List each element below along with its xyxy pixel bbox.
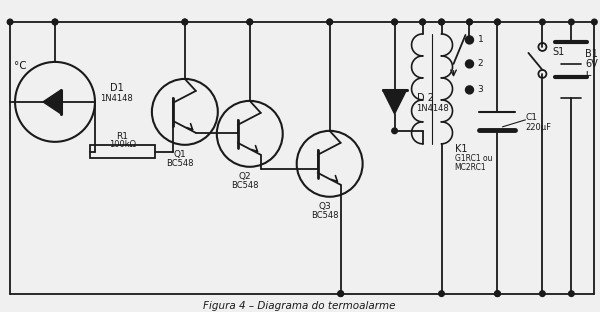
Circle shape xyxy=(467,19,472,25)
Text: 1N4148: 1N4148 xyxy=(101,94,133,103)
Circle shape xyxy=(539,291,545,296)
Text: BC548: BC548 xyxy=(231,181,259,190)
Circle shape xyxy=(327,19,332,25)
Text: R1: R1 xyxy=(116,132,128,141)
Polygon shape xyxy=(383,90,407,114)
Circle shape xyxy=(569,291,574,296)
Text: 1: 1 xyxy=(478,36,483,44)
Circle shape xyxy=(392,19,397,25)
Text: 3: 3 xyxy=(478,85,483,95)
Text: Q1: Q1 xyxy=(173,150,186,159)
Text: B1: B1 xyxy=(586,49,598,59)
Circle shape xyxy=(494,19,500,25)
Bar xyxy=(90,145,155,158)
Circle shape xyxy=(182,19,188,25)
Text: °C: °C xyxy=(14,61,26,71)
Circle shape xyxy=(420,19,425,25)
Text: Figura 4 – Diagrama do termoalarme: Figura 4 – Diagrama do termoalarme xyxy=(203,301,396,311)
Text: 2: 2 xyxy=(478,59,483,68)
Text: S1: S1 xyxy=(553,47,565,57)
Text: 220μF: 220μF xyxy=(526,123,551,132)
Text: D1: D1 xyxy=(110,83,124,93)
Circle shape xyxy=(439,19,445,25)
Circle shape xyxy=(466,36,473,44)
Circle shape xyxy=(327,19,332,25)
Circle shape xyxy=(494,291,500,296)
Circle shape xyxy=(392,19,397,25)
Circle shape xyxy=(52,19,58,25)
Circle shape xyxy=(247,19,253,25)
Circle shape xyxy=(7,19,13,25)
Circle shape xyxy=(439,19,445,25)
Text: BC548: BC548 xyxy=(311,211,338,220)
Circle shape xyxy=(592,19,597,25)
Text: K1: K1 xyxy=(455,144,467,154)
Circle shape xyxy=(539,19,545,25)
Circle shape xyxy=(466,60,473,68)
Circle shape xyxy=(439,291,445,296)
Text: 1N4148: 1N4148 xyxy=(416,105,449,113)
Circle shape xyxy=(338,291,343,296)
Text: 100kΩ: 100kΩ xyxy=(109,140,136,149)
Circle shape xyxy=(569,19,574,25)
Circle shape xyxy=(182,19,188,25)
Text: MC2RC1: MC2RC1 xyxy=(455,163,486,172)
Circle shape xyxy=(392,128,397,134)
Text: 6V: 6V xyxy=(586,59,598,69)
Circle shape xyxy=(420,19,425,25)
Circle shape xyxy=(338,291,343,296)
Text: G1RC1 ou: G1RC1 ou xyxy=(455,154,492,163)
Polygon shape xyxy=(43,90,61,114)
Circle shape xyxy=(467,19,472,25)
Text: +: + xyxy=(581,69,592,82)
Circle shape xyxy=(247,19,253,25)
Text: BC548: BC548 xyxy=(166,159,194,168)
Circle shape xyxy=(494,291,500,296)
Text: Q3: Q3 xyxy=(318,202,331,211)
Circle shape xyxy=(466,86,473,94)
Text: C1: C1 xyxy=(526,113,538,122)
Circle shape xyxy=(52,19,58,25)
Text: Q2: Q2 xyxy=(238,172,251,181)
Text: D 2: D 2 xyxy=(416,93,434,103)
Circle shape xyxy=(494,19,500,25)
